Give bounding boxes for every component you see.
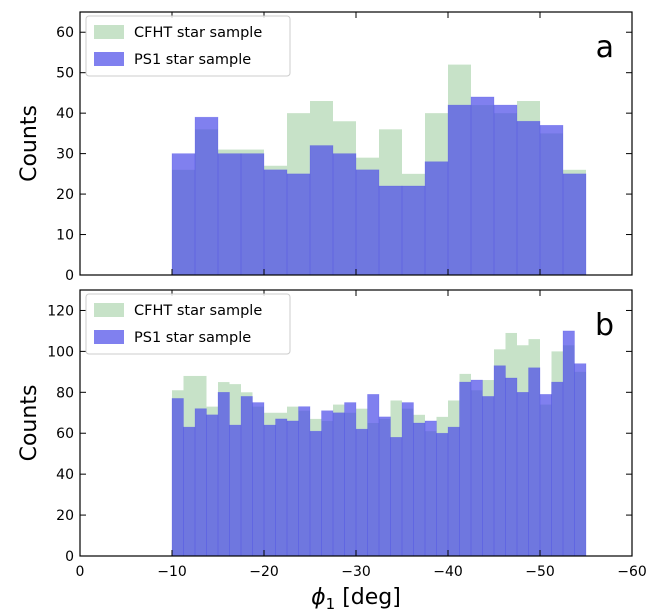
- bar: [229, 424, 242, 557]
- bar: [275, 418, 288, 557]
- x-tick-label: −40: [433, 564, 463, 580]
- bar: [505, 377, 518, 557]
- bar: [332, 153, 357, 276]
- bar: [171, 398, 184, 557]
- x-tick-label: −10: [157, 564, 187, 580]
- bar: [298, 406, 311, 557]
- bar: [562, 173, 587, 276]
- bar: [378, 185, 403, 276]
- legend-swatch: [94, 25, 124, 39]
- panel-label: a: [596, 30, 614, 65]
- panel-a: 0 10 20 30 40 50 60 Counts a CFHT star sample PS1 …: [17, 11, 633, 284]
- bar: [470, 96, 495, 276]
- bar: [493, 104, 518, 276]
- legend-entry: PS1 star sample: [134, 52, 251, 68]
- x-axis-label: ϕ1 [deg]: [311, 585, 401, 611]
- y-axis-label: Counts: [17, 385, 42, 462]
- bar: [447, 426, 460, 557]
- bar: [539, 394, 552, 557]
- series-ps1: [171, 96, 587, 276]
- y-tick-label: 30: [56, 147, 74, 163]
- bar: [263, 169, 288, 276]
- y-tick-label: 60: [56, 426, 74, 442]
- y-tick-label: 40: [56, 467, 74, 483]
- bar: [355, 428, 368, 557]
- legend-entry: CFHT star sample: [134, 303, 262, 319]
- bar: [424, 161, 449, 276]
- bar: [482, 396, 495, 557]
- bar: [436, 432, 449, 557]
- x-tick-label: −30: [341, 564, 371, 580]
- bar: [493, 365, 506, 557]
- y-axis-label: Counts: [17, 105, 42, 182]
- bar: [413, 422, 426, 557]
- bar: [447, 104, 472, 276]
- bar: [344, 402, 357, 557]
- bar: [321, 410, 334, 557]
- bar: [252, 402, 265, 557]
- legend-swatch: [94, 52, 124, 66]
- x-tick-label: 0: [76, 564, 85, 580]
- legend-swatch: [94, 303, 124, 317]
- legend-entry: PS1 star sample: [134, 330, 251, 346]
- y-tick-label: 40: [56, 106, 74, 122]
- bar: [528, 367, 541, 557]
- bar: [240, 396, 253, 557]
- y-tick-label: 100: [47, 344, 74, 360]
- bar: [367, 394, 380, 557]
- panel-label: b: [595, 308, 614, 343]
- bar: [309, 145, 334, 276]
- bar: [286, 420, 299, 557]
- bar: [332, 412, 345, 557]
- y-tick-label: 20: [56, 508, 74, 524]
- bar: [574, 363, 587, 557]
- bar: [516, 120, 541, 276]
- y-tick-label: 0: [65, 268, 74, 284]
- bar: [355, 169, 380, 276]
- legend: CFHT star sample PS1 star sample: [85, 293, 291, 355]
- bar: [183, 426, 196, 557]
- y-tick-label: 50: [56, 66, 74, 82]
- bar: [263, 424, 276, 557]
- bar: [424, 420, 437, 557]
- bar: [217, 392, 230, 557]
- panel-b: 0 −10 −20 −30 −40 −50 −60 0 20 40 60 80 100 120 Counts…: [17, 289, 647, 611]
- y-tick-label: 80: [56, 385, 74, 401]
- bar: [470, 379, 483, 557]
- x-tick-label: −20: [249, 564, 279, 580]
- bar: [378, 416, 391, 557]
- bar: [562, 330, 575, 557]
- bar: [459, 381, 472, 557]
- x-tick-label: −50: [525, 564, 555, 580]
- legend: CFHT star sample PS1 star sample: [85, 15, 291, 77]
- legend-box: [85, 293, 291, 355]
- bar: [194, 408, 207, 557]
- bar: [171, 153, 196, 276]
- bar: [194, 116, 219, 276]
- legend-swatch: [94, 330, 124, 344]
- y-tick-label: 60: [56, 25, 74, 41]
- bar: [217, 153, 242, 276]
- bar: [551, 381, 564, 557]
- legend-entry: CFHT star sample: [134, 25, 262, 41]
- bar: [309, 430, 322, 557]
- y-tick-label: 0: [65, 549, 74, 565]
- y-tick-label: 10: [56, 228, 74, 244]
- y-tick-label: 120: [47, 303, 74, 319]
- bar: [206, 414, 219, 557]
- x-tick-label: −60: [617, 564, 647, 580]
- bar: [401, 185, 426, 276]
- y-tick-label: 20: [56, 187, 74, 203]
- bar: [286, 173, 311, 276]
- bar: [401, 402, 414, 557]
- legend-box: [85, 15, 291, 77]
- bar: [240, 153, 265, 276]
- bar: [539, 124, 564, 276]
- bar: [390, 437, 403, 557]
- bar: [516, 392, 529, 557]
